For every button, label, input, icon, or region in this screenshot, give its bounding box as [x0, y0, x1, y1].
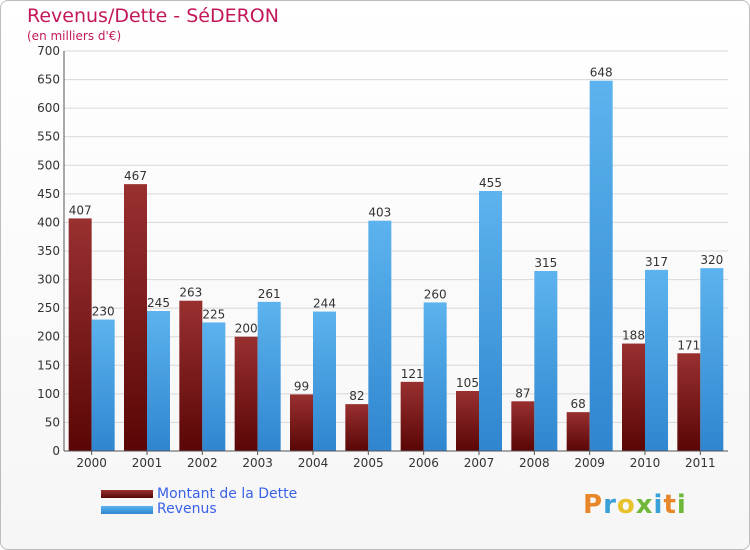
y-tick-label: 400 — [37, 215, 60, 229]
y-tick-label: 150 — [37, 358, 60, 372]
bar-revenus — [257, 301, 281, 451]
data-label: 467 — [124, 169, 147, 183]
proxiti-logo: Proxiti — [583, 490, 687, 520]
bar-revenus — [147, 311, 170, 451]
logo-letter: o — [616, 490, 636, 520]
bar-revenus — [645, 269, 668, 451]
bar-dette — [456, 391, 479, 451]
y-tick-label: 550 — [37, 130, 60, 144]
data-label: 99 — [294, 379, 309, 393]
x-tick-label: 2010 — [630, 456, 661, 470]
data-label: 105 — [456, 376, 479, 390]
bar-revenus — [589, 80, 613, 451]
bar-dette — [124, 184, 147, 451]
y-tick-label: 700 — [37, 44, 60, 58]
bar-dette — [400, 381, 424, 451]
y-tick-label: 650 — [37, 73, 60, 87]
bar-dette — [234, 336, 258, 451]
logo-letter: r — [603, 490, 617, 520]
x-tick-label: 2005 — [353, 456, 384, 470]
bar-dette — [290, 394, 313, 451]
data-label: 200 — [235, 322, 258, 336]
x-tick-label: 2000 — [76, 456, 107, 470]
bar-revenus — [479, 191, 502, 451]
bar-dette — [511, 401, 535, 451]
bar-revenus — [368, 220, 392, 451]
chart-title: Revenus/Dette - SéDERON — [27, 5, 279, 27]
chart-subtitle: (en milliers d'€) — [27, 29, 122, 43]
bar-revenus — [700, 268, 724, 451]
y-tick-label: 100 — [37, 387, 60, 401]
y-tick-label: 600 — [37, 101, 60, 115]
bar-dette — [68, 218, 92, 451]
gridlines — [64, 50, 728, 423]
data-label: 260 — [424, 287, 447, 301]
logo-letter: x — [635, 490, 654, 520]
y-tick-label: 500 — [37, 158, 60, 172]
bar-dette — [622, 343, 645, 451]
data-label: 171 — [677, 338, 700, 352]
data-label: 317 — [645, 255, 668, 269]
y-tick-label: 50 — [45, 415, 60, 429]
bar-dette — [345, 404, 369, 451]
x-tick-label: 2004 — [298, 456, 329, 470]
x-tick-label: 2002 — [187, 456, 218, 470]
data-label: 455 — [479, 176, 502, 190]
logo-letter: i — [653, 490, 664, 520]
bar-revenus — [534, 271, 558, 451]
x-tick-label: 2009 — [574, 456, 605, 470]
logo-letter: P — [583, 490, 604, 520]
bar-dette — [179, 300, 203, 451]
bar-revenus — [202, 322, 226, 451]
axes: 0 50 100 150 200 250 300 350 400 450 500 550 600 650 7… — [37, 44, 728, 470]
bar-revenus — [423, 302, 447, 451]
bar-revenus — [91, 319, 115, 451]
y-tick-label: 450 — [37, 187, 60, 201]
x-tick-label: 2003 — [242, 456, 273, 470]
data-label: 648 — [590, 66, 613, 80]
logo-letter: t — [663, 490, 677, 520]
logo-letter: i — [676, 490, 687, 520]
data-label: 188 — [622, 329, 645, 343]
data-label: 245 — [147, 296, 170, 310]
x-tick-label: 2008 — [519, 456, 550, 470]
data-label: 121 — [401, 367, 424, 381]
legend-label-revenus: Revenus — [157, 501, 217, 517]
x-tick-label: 2007 — [464, 456, 495, 470]
data-label: 263 — [179, 286, 202, 300]
bar-dette — [566, 412, 590, 451]
data-label: 225 — [202, 307, 225, 321]
data-label: 244 — [313, 297, 336, 311]
y-tick-label: 0 — [52, 444, 60, 458]
bar-revenus — [313, 311, 336, 451]
bar-dette — [677, 353, 701, 451]
data-label: 87 — [515, 386, 530, 400]
bars — [68, 80, 724, 451]
x-tick-label: 2011 — [685, 456, 716, 470]
y-tick-label: 300 — [37, 273, 60, 287]
data-label: 403 — [368, 206, 391, 220]
legend-swatch-revenus — [101, 506, 153, 514]
data-label: 315 — [534, 256, 557, 270]
legend-swatch-dette — [101, 490, 153, 498]
data-label: 407 — [69, 203, 92, 217]
y-tick-label: 350 — [37, 244, 60, 258]
data-label: 261 — [258, 287, 281, 301]
y-tick-label: 200 — [37, 330, 60, 344]
x-tick-label: 2001 — [132, 456, 163, 470]
data-label: 320 — [700, 253, 723, 267]
data-label: 230 — [92, 305, 115, 319]
data-label: 68 — [571, 397, 586, 411]
data-label: 82 — [349, 389, 364, 403]
y-tick-label: 250 — [37, 301, 60, 315]
legend-label-dette: Montant de la Dette — [157, 486, 298, 502]
x-tick-label: 2006 — [408, 456, 439, 470]
